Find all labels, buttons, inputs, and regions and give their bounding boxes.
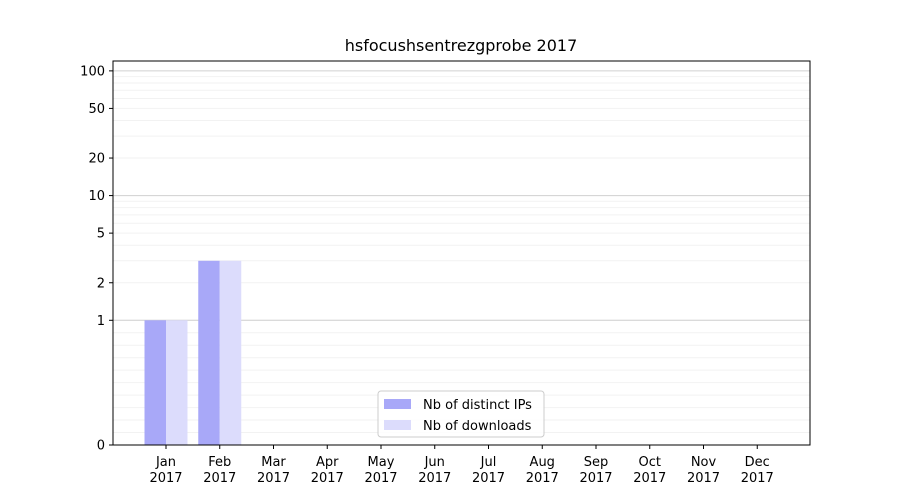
y-tick-label: 50 — [88, 102, 105, 117]
x-tick-label: Dec 2017 — [741, 455, 774, 486]
x-tick-label: Sep 2017 — [579, 455, 612, 486]
x-tick-label: Feb 2017 — [203, 455, 236, 486]
bar — [144, 320, 166, 445]
bar — [219, 260, 242, 445]
bars — [144, 260, 242, 445]
y-tick-label: 20 — [88, 152, 105, 167]
legend-swatch — [384, 399, 411, 409]
legend-label: Nb of downloads — [423, 419, 532, 434]
x-tick-label: Jul 2017 — [472, 455, 505, 486]
bar — [166, 320, 188, 445]
x-tick-label: Jun 2017 — [418, 455, 451, 486]
legend-swatch — [384, 420, 411, 430]
x-tick-label: Oct 2017 — [633, 455, 666, 486]
x-tick-label: Nov 2017 — [687, 455, 720, 486]
x-tick-label: Mar 2017 — [257, 455, 290, 486]
y-tick-label: 0 — [97, 439, 105, 454]
chart-title: hsfocushsentrezgprobe 2017 — [345, 36, 578, 55]
y-tick-label: 100 — [80, 64, 105, 79]
y-tick-label: 2 — [97, 276, 105, 291]
bar — [198, 260, 220, 445]
x-tick-label: Jan 2017 — [149, 455, 182, 486]
x-tick-label: May 2017 — [364, 455, 397, 486]
y-tick-label: 10 — [88, 189, 105, 204]
y-tick-label: 5 — [97, 227, 105, 242]
legend-box — [377, 390, 545, 438]
x-tick-label: Aug 2017 — [526, 455, 559, 486]
x-tick-label: Apr 2017 — [311, 455, 344, 486]
y-axis: 0 1 2 5 10 20 50 100 — [80, 64, 113, 454]
y-tick-label: 1 — [97, 314, 105, 329]
plot-frame — [112, 60, 811, 446]
legend-label: Nb of distinct IPs — [423, 398, 532, 413]
legend: Nb of distinct IPs Nb of downloads — [377, 390, 545, 438]
x-axis: Jan 2017 Feb 2017 Mar 2017 Apr 2017 May 2017 Jun 20… — [149, 445, 774, 486]
